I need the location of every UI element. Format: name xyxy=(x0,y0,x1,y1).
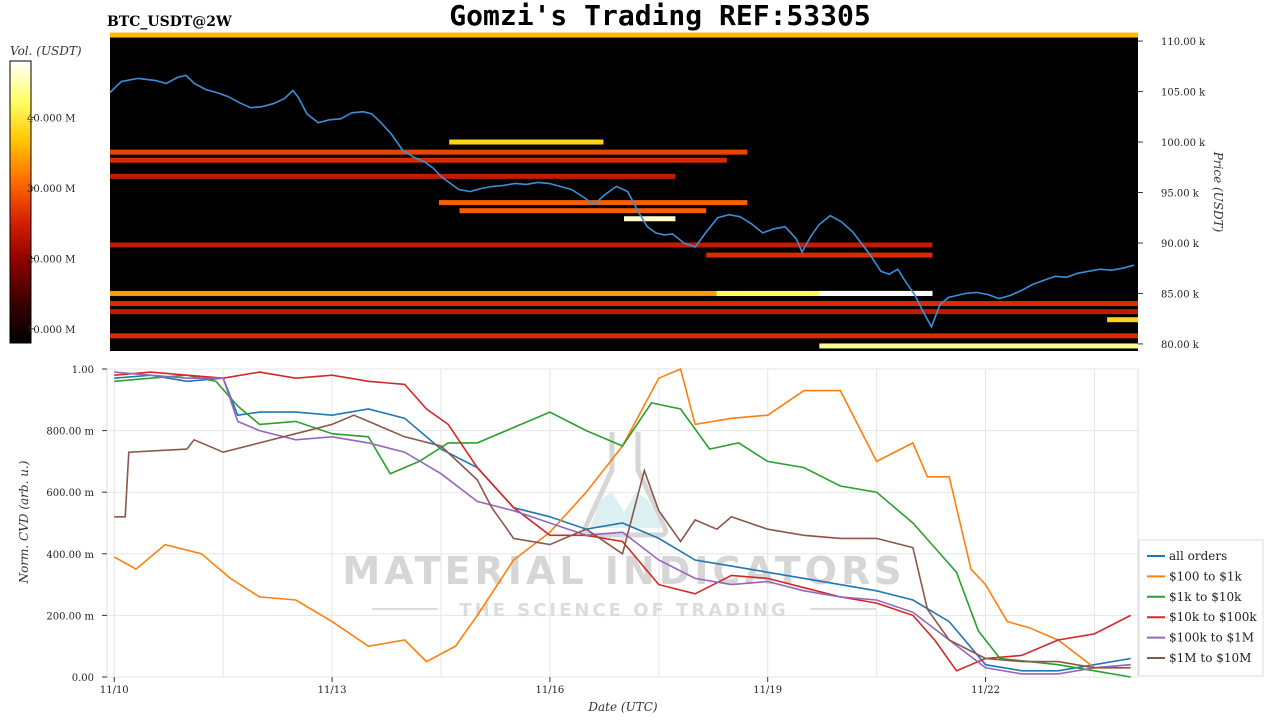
liquidity-band xyxy=(110,301,1138,307)
y-tick-label: 800.00 m xyxy=(46,427,94,438)
price-tick-label: 110.00 k xyxy=(1161,37,1206,48)
x-tick-label: 11/16 xyxy=(535,685,564,696)
cvd-y-ticks: 0.00 200.00 m 400.00 m 600.00 m 800.00 m 1.00 xyxy=(46,365,107,684)
series-line xyxy=(114,374,1131,672)
legend-label: $100k to $1M xyxy=(1169,631,1254,645)
liquidity-band xyxy=(110,149,748,155)
legend: all orders $100 to $1k $1k to $10k $10k to … xyxy=(1138,539,1264,677)
liquidity-band xyxy=(110,290,933,296)
y-tick-label: 200.00 m xyxy=(46,611,94,622)
x-tick-label: 11/22 xyxy=(971,685,1000,696)
colorbar-gradient xyxy=(9,60,32,344)
y-tick-label: 400.00 m xyxy=(46,550,94,561)
price-axis-ticks: 110.00 k 105.00 k 100.00 k 95.00 k 90.00 k 85… xyxy=(1138,37,1206,351)
liquidity-band xyxy=(438,200,748,206)
colorbar-tick-label: 30.000 M xyxy=(27,184,75,195)
chart-title: Gomzi's Trading REF:53305 xyxy=(449,0,870,32)
x-tick-label: 11/19 xyxy=(753,685,782,696)
price-tick-label: 95.00 k xyxy=(1161,189,1200,200)
series-line xyxy=(113,367,1131,669)
liquidity-band xyxy=(819,290,933,296)
x-tick-label: 11/10 xyxy=(100,685,129,696)
cvd-x-axis-label: Date (UTC) xyxy=(587,700,657,714)
colorbar: Vol. (USDT) 10.000 M 20.000 M 30.000 M 40.0… xyxy=(9,44,82,344)
heatmap-panel: 110.00 k 105.00 k 100.00 k 95.00 k 90.00 k 85… xyxy=(109,32,1225,351)
liquidity-band xyxy=(110,309,1138,315)
series-line xyxy=(114,414,1131,669)
liquidity-band xyxy=(706,252,933,258)
heatmap-background xyxy=(110,33,1138,351)
liquidity-band xyxy=(1107,317,1138,323)
y-tick-label: 0.00 xyxy=(72,673,94,684)
watermark-subtitle: THE SCIENCE OF TRADING xyxy=(459,600,788,621)
price-tick-label: 85.00 k xyxy=(1161,289,1200,300)
cvd-grid xyxy=(107,368,1138,678)
y-tick-label: 1.00 xyxy=(72,365,94,376)
colorbar-tick-label: 20.000 M xyxy=(27,254,75,265)
price-tick-label: 90.00 k xyxy=(1161,239,1200,250)
liquidity-band xyxy=(624,216,676,222)
legend-label: all orders xyxy=(1169,549,1227,563)
cvd-panel: MATERIAL INDICATORS THE SCIENCE OF TRADI… xyxy=(17,365,1139,714)
liquidity-band xyxy=(449,139,604,145)
liquidity-band xyxy=(459,208,707,214)
cvd-series-lines xyxy=(113,367,1132,678)
colorbar-label: Vol. (USDT) xyxy=(10,44,82,58)
watermark-title: MATERIAL INDICATORS xyxy=(342,549,905,593)
liquidity-bands xyxy=(110,32,1138,349)
price-series-line xyxy=(109,74,1135,329)
liquidity-band xyxy=(110,333,1138,339)
pair-label: BTC_USDT@2W xyxy=(107,14,232,30)
legend-label: $10k to $100k xyxy=(1169,610,1257,624)
colorbar-tick-label: 40.000 M xyxy=(27,113,75,124)
colorbar-tick-label: 10.000 M xyxy=(27,325,75,336)
liquidity-band xyxy=(110,242,933,248)
liquidity-band xyxy=(819,343,1138,349)
cvd-y-axis-label: Norm. CVD (arb. u.) xyxy=(17,460,31,584)
watermark: MATERIAL INDICATORS THE SCIENCE OF TRADI… xyxy=(342,432,905,621)
y-tick-label: 600.00 m xyxy=(46,488,94,499)
price-tick-label: 100.00 k xyxy=(1161,138,1206,149)
cvd-x-ticks: 11/10 11/13 11/16 11/19 11/22 xyxy=(100,677,1000,696)
x-tick-label: 11/13 xyxy=(318,685,347,696)
legend-box xyxy=(1138,539,1264,677)
liquidity-band xyxy=(110,173,676,179)
colorbar-ticks: 10.000 M 20.000 M 30.000 M 40.000 M xyxy=(27,113,75,336)
price-tick-label: 80.00 k xyxy=(1161,340,1200,351)
liquidity-band xyxy=(110,157,727,163)
legend-label: $100 to $1k xyxy=(1169,569,1242,583)
liquidity-band xyxy=(110,32,1138,38)
legend-label: $1k to $10k xyxy=(1169,590,1242,604)
series-line xyxy=(114,371,1132,672)
price-axis-label: Price (USDT) xyxy=(1211,151,1225,233)
series-line xyxy=(114,371,1131,675)
legend-label: $1M to $10M xyxy=(1169,651,1251,665)
series-line xyxy=(114,374,1131,678)
price-tick-label: 105.00 k xyxy=(1161,88,1206,99)
